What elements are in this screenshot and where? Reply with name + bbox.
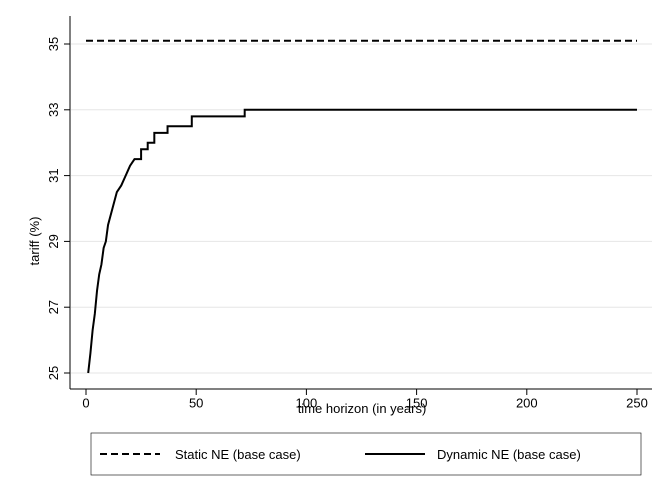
legend-label-0: Static NE (base case)	[175, 447, 301, 462]
x-tick-label-4: 200	[516, 396, 538, 411]
y-tick-label-5: 35	[46, 37, 61, 51]
y-ticks: 25 27 29 31 33 35	[46, 37, 70, 380]
plot-region	[70, 15, 652, 390]
x-ticks: 0 50 100 150 200 250	[82, 389, 648, 411]
legend: Static NE (base case) Dynamic NE (base ca…	[90, 432, 642, 476]
x-axis-title: time horizon (in years)	[298, 401, 427, 416]
axes	[69, 16, 652, 390]
y-tick-label-1: 27	[46, 300, 61, 314]
legend-label-1: Dynamic NE (base case)	[437, 447, 581, 462]
x-tick-label-5: 250	[626, 396, 648, 411]
plot-background	[70, 15, 652, 390]
x-tick-label-1: 50	[189, 396, 203, 411]
y-axis-title: tariff (%)	[27, 217, 42, 266]
x-tick-label-0: 0	[82, 396, 89, 411]
x-tick-label-2: 100	[296, 396, 318, 411]
y-tick-label-4: 33	[46, 103, 61, 117]
y-tick-label-0: 25	[46, 366, 61, 380]
y-tick-label-2: 29	[46, 234, 61, 248]
x-tick-label-3: 150	[406, 396, 428, 411]
series-line-1	[87, 108, 637, 374]
series-group	[86, 39, 637, 374]
y-tick-label-3: 31	[46, 168, 61, 182]
